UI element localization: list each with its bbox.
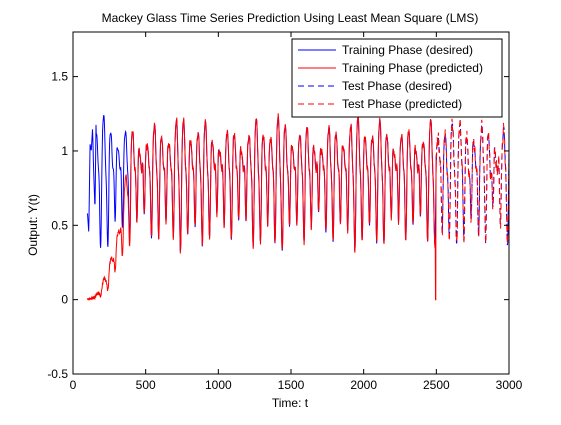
- y-tick-label: 1.5: [51, 70, 68, 84]
- x-tick-label: 0: [70, 378, 77, 392]
- x-tick-label: 1000: [205, 378, 232, 392]
- line-training-predicted: [87, 113, 437, 301]
- y-tick-label: 0: [61, 293, 68, 307]
- legend-label: Test Phase (predicted): [342, 97, 462, 111]
- y-tick-label: 0.5: [51, 218, 68, 232]
- legend-label: Training Phase (desired): [342, 43, 473, 57]
- x-tick-label: 1500: [278, 378, 305, 392]
- legend-box: [291, 38, 503, 118]
- x-tick-label: 2500: [423, 378, 450, 392]
- legend-label: Training Phase (predicted): [342, 61, 483, 75]
- x-tick-label: 3000: [496, 378, 523, 392]
- chart-title: Mackey Glass Time Series Prediction Usin…: [102, 11, 479, 25]
- y-tick-label: 1: [61, 144, 68, 158]
- x-tick-label: 2000: [350, 378, 377, 392]
- legend-label: Test Phase (desired): [342, 79, 452, 93]
- x-axis-label: Time: t: [272, 396, 309, 410]
- y-axis-label: Output: Y(t): [26, 194, 40, 256]
- x-tick-label: 500: [136, 378, 156, 392]
- legend: Training Phase (desired) Training Phase (…: [291, 38, 503, 118]
- line-test-predicted: [435, 118, 510, 244]
- y-tick-label: -0.5: [47, 367, 68, 381]
- axes: 0 500 1000 1500 2000 2500 3000-0.500.511.5: [47, 31, 523, 392]
